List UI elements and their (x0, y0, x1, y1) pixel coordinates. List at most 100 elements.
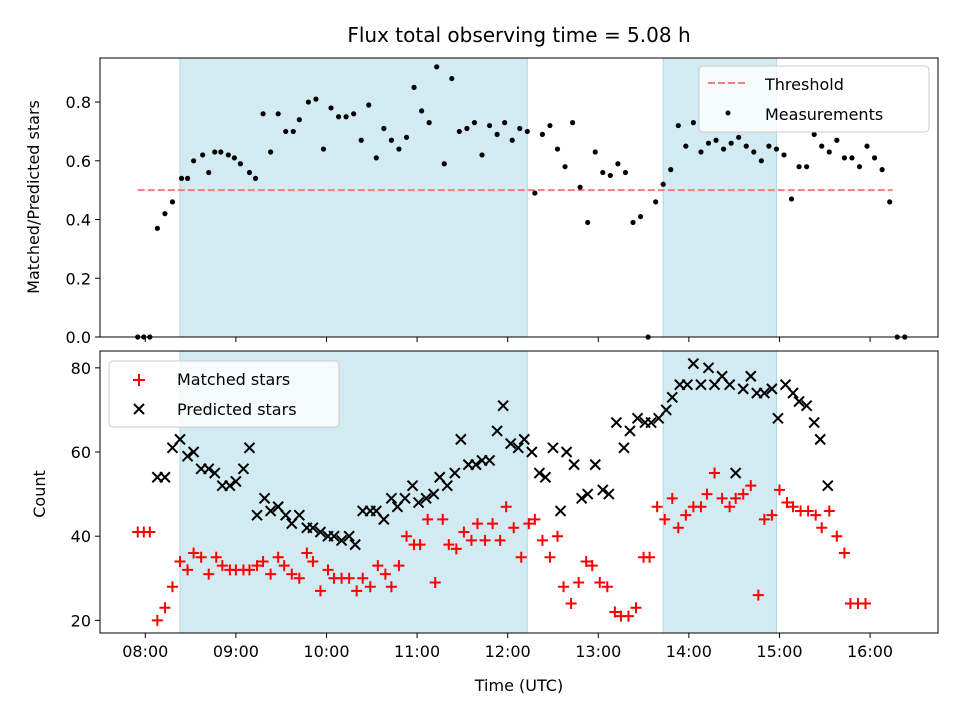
bottom-chart: 20 40 60 80 08:00 09:00 10:00 11:00 12:00 13:00 1… (30, 350, 939, 695)
predicted-stars-point (597, 484, 609, 496)
matched-stars-point (272, 551, 284, 563)
predicted-stars-point (666, 391, 678, 404)
measurement-point (212, 149, 218, 155)
predicted-stars-point (209, 467, 221, 479)
bottom-y-ticks: 20 40 60 80 (71, 359, 100, 630)
measurement-point (351, 111, 357, 117)
measurement-point (788, 196, 795, 202)
measurement-point (856, 164, 863, 170)
predicted-stars-point (504, 437, 517, 450)
measurement-point (231, 155, 237, 161)
matched-stars-point (552, 530, 564, 542)
measurement-point (698, 149, 704, 155)
matched-stars-point (429, 576, 441, 588)
predicted-stars-point (793, 395, 805, 408)
bottom-x-tick-label: 13:00 (575, 642, 621, 661)
bottom-x-tick-label: 09:00 (213, 642, 259, 661)
predicted-stars-point (589, 458, 601, 471)
measurement-point (464, 125, 470, 132)
matched-stars-point (823, 505, 835, 517)
measurement-point (630, 219, 636, 226)
bottom-x-tick-label: 12:00 (485, 642, 531, 661)
measurement-point (358, 137, 364, 143)
measurement-point (819, 143, 825, 149)
matched-stars-point (680, 509, 692, 521)
matched-stars-point (401, 530, 413, 542)
matched-stars-point (265, 568, 277, 580)
matched-stars-point (144, 526, 156, 538)
measurement-point (811, 131, 817, 137)
measurement-point (154, 225, 160, 231)
measurement-point (290, 128, 296, 135)
bottom-y-axis-label: Count (30, 470, 49, 518)
matched-stars-point (437, 513, 449, 525)
measurement-point (169, 199, 176, 205)
top-legend-box (698, 65, 930, 133)
measurement-point (773, 146, 780, 152)
top-y-tick-label: 0.8 (66, 93, 91, 112)
matched-stars-point (644, 551, 656, 563)
matched-stars-point (709, 467, 721, 479)
predicted-stars-point (723, 378, 736, 391)
bottom-shaded-interval (663, 351, 777, 633)
matched-stars-point (166, 581, 178, 593)
measurement-point (570, 120, 576, 126)
predicted-stars-point (483, 454, 496, 467)
matched-stars-point (752, 589, 764, 601)
predicted-stars-point (745, 370, 757, 382)
measurement-point (524, 128, 530, 135)
measurement-point (622, 169, 629, 176)
measurement-point (743, 143, 749, 149)
measurement-point (237, 161, 244, 167)
predicted-stars-point (526, 446, 538, 458)
matched-stars-point (810, 509, 822, 521)
predicted-stars-point (568, 458, 580, 471)
predicted-stars-point (343, 530, 355, 542)
predicted-stars-point (441, 479, 453, 492)
matched-stars-point (159, 602, 171, 614)
measurement-point (426, 120, 432, 126)
measurement-point (796, 164, 802, 170)
bottom-shaded-regions (179, 351, 777, 633)
matched-stars-point (659, 513, 671, 525)
predicted-stars-point (378, 513, 390, 526)
predicted-stars-point (766, 383, 778, 395)
matched-stars-point (322, 564, 334, 576)
measurement-point (456, 128, 462, 135)
matched-stars-point (695, 501, 707, 513)
measurement-point (539, 131, 546, 137)
measurement-point (562, 164, 568, 170)
measurement-point (720, 146, 727, 152)
measurement-point (607, 172, 613, 179)
predicted-stars-point (681, 378, 694, 391)
matched-stars-point (594, 576, 606, 588)
bottom-y-tick-label: 40 (71, 527, 91, 546)
predicted-stars-point (687, 357, 700, 370)
measurement-point (191, 158, 197, 164)
top-chart-marks (135, 64, 908, 340)
measurement-point (683, 143, 689, 149)
predicted-stars-point (624, 425, 636, 437)
measurement-point (388, 137, 395, 143)
measurement-point (225, 152, 231, 158)
matched-stars-point (188, 547, 200, 559)
matched-stars-point (414, 539, 426, 551)
measurement-point (751, 149, 757, 155)
top-y-ticks: 0.0 0.2 0.4 0.6 0.8 (66, 93, 100, 347)
measurement-point (864, 143, 870, 149)
measurement-point (675, 122, 681, 129)
matched-stars-point (393, 560, 405, 572)
measurement-point (804, 164, 810, 170)
bottom-x-tick-label: 15:00 (756, 642, 802, 661)
predicted-stars-point (695, 378, 707, 391)
predicted-stars-point (224, 479, 236, 492)
top-y-tick-label: 0.4 (66, 211, 91, 230)
top-y-tick-label: 0.6 (66, 152, 91, 171)
matched-stars-point (357, 572, 369, 584)
matched-stars-point (831, 530, 843, 542)
predicted-stars-point (808, 416, 820, 429)
matched-stars-point (487, 518, 499, 530)
predicted-stars-point (181, 450, 194, 462)
matched-stars-point (630, 602, 642, 614)
matched-stars-point (745, 480, 757, 492)
